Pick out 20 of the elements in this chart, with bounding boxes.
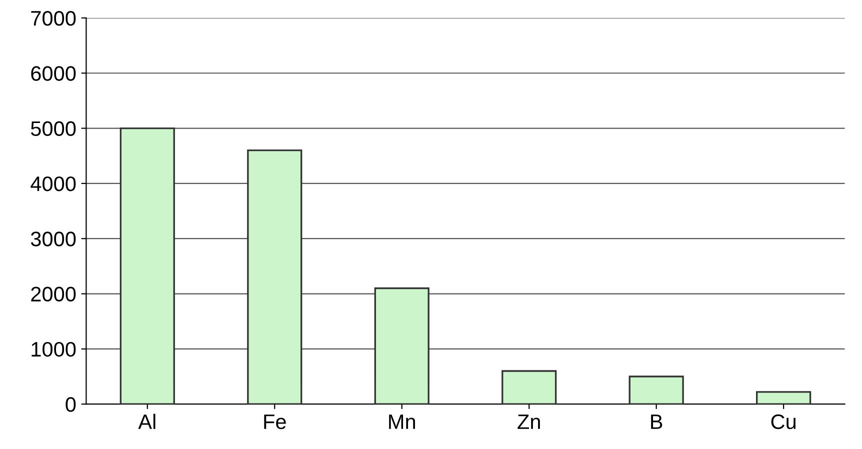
x-tick-label: Cu [771, 414, 796, 430]
y-tick-label: 3000 [30, 232, 76, 246]
y-tick-label: 7000 [31, 10, 76, 26]
bar [502, 370, 557, 404]
y-tick-label: 1000 [32, 342, 76, 357]
x-tick-label: B [651, 414, 662, 429]
x-tick-label: Al [138, 414, 156, 429]
x-tick-label: Zn [518, 414, 540, 429]
bar [628, 376, 684, 404]
x-tick-label: Fe [264, 414, 286, 430]
bar [756, 391, 812, 404]
bar [374, 287, 430, 404]
bar [247, 150, 302, 404]
y-tick-label: 2000 [31, 286, 76, 302]
x-tick-label: Mn [389, 414, 415, 429]
bar [120, 127, 175, 404]
y-tick-label: 5000 [30, 121, 76, 136]
y-tick-label: 6000 [31, 66, 76, 81]
y-tick-label: 0 [66, 397, 76, 412]
y-tick-label: 4000 [30, 176, 76, 192]
